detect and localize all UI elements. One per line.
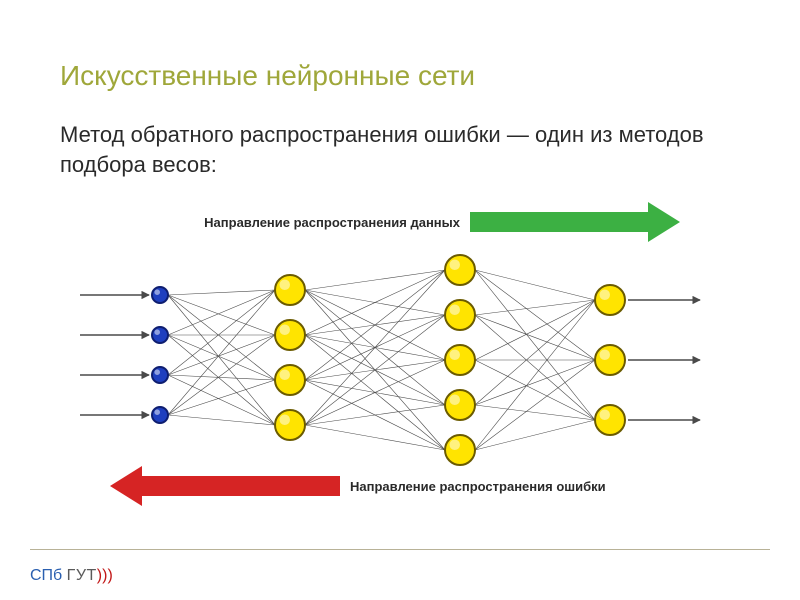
nn-diagram: Направление распространения данных Направ… [40, 190, 760, 510]
logo-gut: ГУТ [67, 567, 97, 584]
slide: Искусственные нейронные сети Метод обрат… [0, 0, 800, 600]
forward-arrow [470, 202, 680, 242]
footer-logo: СПб ГУТ))) [30, 567, 113, 585]
logo-parens: ))) [97, 567, 113, 584]
forward-label: Направление распространения данных [204, 215, 461, 230]
backward-arrow [110, 466, 340, 506]
footer-divider [30, 549, 770, 550]
slide-title: Искусственные нейронные сети [60, 60, 475, 92]
backward-label: Направление распространения ошибки [350, 479, 606, 494]
slide-subtitle: Метод обратного распространения ошибки —… [60, 120, 740, 179]
labels-layer: Направление распространения данных Направ… [204, 215, 605, 494]
logo-spb: СПб [30, 567, 62, 584]
